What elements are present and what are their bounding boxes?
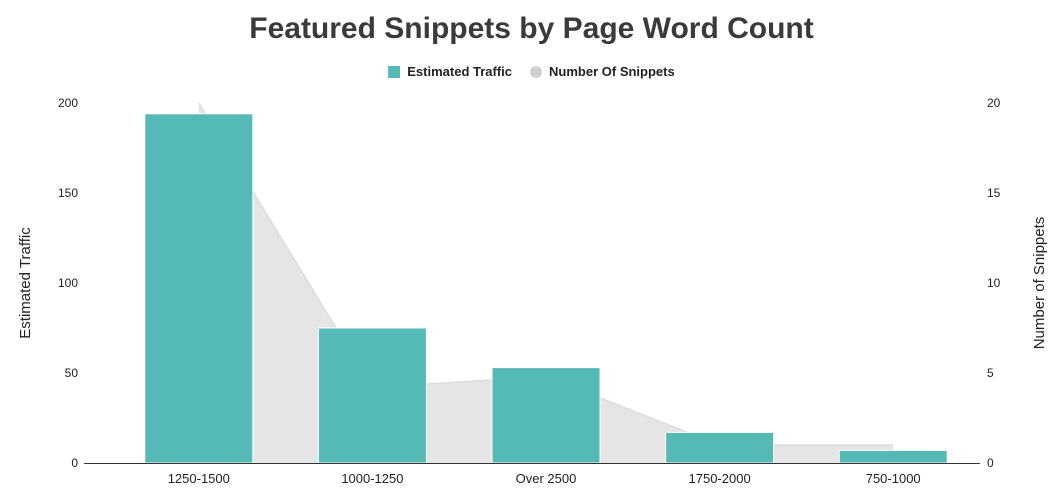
traffic-bar[interactable] (838, 449, 948, 464)
x-tick-label: 1750-2000 (689, 471, 751, 486)
legend-swatch-square-icon (388, 65, 401, 78)
y-tick-label-left: 0 (71, 456, 78, 470)
x-tick-label: 750-1000 (866, 471, 921, 486)
chart-title: Featured Snippets by Page Word Count (249, 12, 814, 45)
legend-label-number-of-snippets: Number Of Snippets (549, 64, 675, 79)
legend-swatch-circle-icon (530, 65, 543, 78)
traffic-bar[interactable] (317, 327, 427, 464)
legend-label-estimated-traffic: Estimated Traffic (407, 64, 513, 79)
y-tick-label-right: 0 (987, 456, 994, 470)
x-tick-label: Over 2500 (516, 471, 577, 486)
legend-item-estimated-traffic[interactable]: Estimated Traffic (388, 64, 512, 79)
x-tick-label: 1250-1500 (168, 471, 230, 486)
y-tick-label-left: 150 (58, 186, 78, 200)
y-tick-label-right: 20 (987, 96, 1001, 110)
y-tick-label-right: 10 (987, 276, 1001, 290)
traffic-bar[interactable] (665, 431, 775, 464)
y-tick-label-right: 5 (987, 366, 994, 380)
x-tick-label: 1000-1250 (341, 471, 403, 486)
chart-legend: Estimated Traffic Number Of Snippets (0, 64, 1063, 79)
traffic-bar[interactable] (491, 367, 601, 464)
y-tick-label-left: 200 (58, 96, 78, 110)
y-axis-title-right: Number of Snippets (1031, 217, 1048, 350)
y-tick-label-left: 100 (58, 276, 78, 290)
y-tick-label-right: 15 (987, 186, 1001, 200)
y-tick-label-left: 50 (65, 366, 79, 380)
y-axis-title-left: Estimated Traffic (17, 227, 34, 339)
traffic-bar[interactable] (144, 113, 254, 464)
legend-item-number-of-snippets[interactable]: Number Of Snippets (530, 64, 675, 79)
